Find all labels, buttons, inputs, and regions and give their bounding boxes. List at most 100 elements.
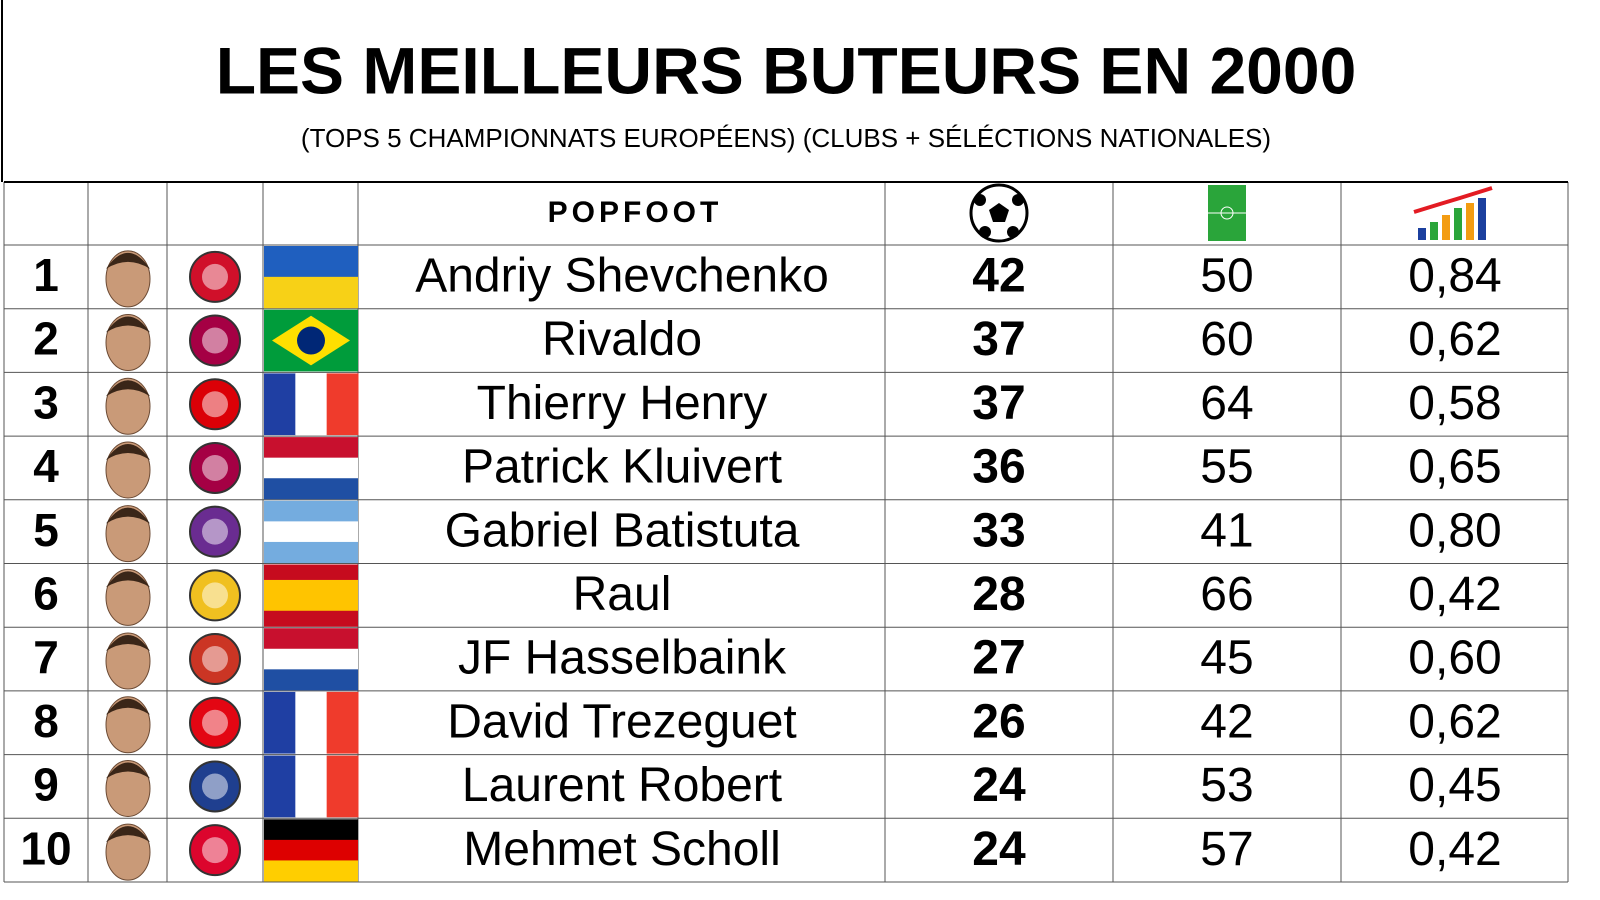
rank: 4 <box>33 440 59 492</box>
matches: 64 <box>1200 377 1253 430</box>
ratio: 0,60 <box>1408 632 1501 685</box>
club-crest-inner <box>202 518 228 545</box>
goals: 36 <box>972 441 1025 494</box>
matches: 66 <box>1200 568 1253 621</box>
player-name: Patrick Kluivert <box>462 441 782 494</box>
ratio: 0,58 <box>1408 377 1501 430</box>
ratio: 0,65 <box>1408 441 1501 494</box>
flag-stripe <box>264 564 358 581</box>
player-name: Thierry Henry <box>477 377 768 430</box>
player-photo <box>105 377 151 435</box>
flag-stripe <box>326 691 359 754</box>
flag-stripe <box>326 755 359 818</box>
rank: 8 <box>33 695 59 747</box>
flag-stripe <box>264 669 358 691</box>
rank: 6 <box>33 568 59 620</box>
player-name: Andriy Shevchenko <box>415 250 829 303</box>
player-photo <box>105 314 151 372</box>
ratio: 0,45 <box>1408 759 1501 812</box>
player-name: Rivaldo <box>542 313 702 366</box>
flag-stripe <box>264 648 358 670</box>
rank: 7 <box>33 631 59 683</box>
matches-icon <box>1208 185 1246 241</box>
player-name: Mehmet Scholl <box>463 823 780 876</box>
flag-stripe <box>295 373 328 436</box>
flag-stripe <box>264 276 358 309</box>
brand-logo: POPFOOT <box>548 196 723 229</box>
goals: 42 <box>972 250 1025 303</box>
flag-stripe <box>264 691 296 754</box>
ratio: 0,42 <box>1408 568 1501 621</box>
club-crest-inner <box>202 263 228 290</box>
matches: 50 <box>1200 250 1253 303</box>
flag-stripe <box>264 437 358 459</box>
flag-stripe <box>264 839 358 861</box>
player-name: JF Hasselbaink <box>458 632 787 685</box>
flag-stripe <box>264 373 296 436</box>
player-hair <box>106 380 150 397</box>
flag-stripe <box>264 610 358 627</box>
ratio: 0,62 <box>1408 313 1501 366</box>
player-name: Laurent Robert <box>462 759 782 812</box>
flag-stripe <box>264 579 358 596</box>
ratio: 0,84 <box>1408 250 1501 303</box>
matches: 41 <box>1200 504 1253 557</box>
goals: 37 <box>972 313 1025 366</box>
ratio: 0,42 <box>1408 823 1501 876</box>
goals-icon <box>969 183 1029 243</box>
player-hair <box>106 316 150 333</box>
goals: 33 <box>972 504 1025 557</box>
player-name: Gabriel Batistuta <box>445 504 800 557</box>
club-crest-inner <box>202 391 228 418</box>
player-photo <box>105 632 151 690</box>
matches: 55 <box>1200 441 1253 494</box>
player-photo <box>105 441 151 499</box>
club-crest-inner <box>202 582 228 609</box>
player-photo <box>105 568 151 626</box>
matches: 42 <box>1200 695 1253 748</box>
flag-stripe <box>295 691 328 754</box>
goals: 24 <box>972 823 1026 876</box>
flag-stripe <box>264 457 358 479</box>
player-hair <box>106 698 150 715</box>
club-crest-inner <box>202 773 228 800</box>
flag-stripe <box>264 521 358 543</box>
matches: 57 <box>1200 823 1253 876</box>
player-hair <box>106 635 150 652</box>
rank: 10 <box>20 822 71 874</box>
flag-stripe <box>264 819 358 841</box>
rank: 3 <box>33 376 59 428</box>
flag-stripe <box>264 755 296 818</box>
player-photo <box>105 823 151 881</box>
player-hair <box>106 826 150 843</box>
club-crest-inner <box>202 454 228 481</box>
subtitle: (TOPS 5 CHAMPIONNATS EUROPÉENS) (CLUBS +… <box>301 123 1271 153</box>
title: LES MEILLEURS BUTEURS EN 2000 <box>216 33 1357 107</box>
goals: 27 <box>972 632 1025 685</box>
player-hair <box>106 507 150 524</box>
goals: 24 <box>972 759 1026 812</box>
ratio: 0,62 <box>1408 695 1501 748</box>
flag-stripe <box>264 500 358 522</box>
flag-stripe <box>264 628 358 650</box>
rank: 5 <box>33 504 59 556</box>
matches: 45 <box>1200 632 1253 685</box>
club-crest-inner <box>202 709 228 736</box>
player-hair <box>106 762 150 779</box>
goals: 26 <box>972 695 1025 748</box>
matches: 53 <box>1200 759 1253 812</box>
flag-stripe <box>264 595 358 612</box>
player-name: Raul <box>573 568 672 621</box>
flag-stripe <box>264 860 358 882</box>
club-crest-inner <box>202 327 228 354</box>
goals: 28 <box>972 568 1025 621</box>
rank: 9 <box>33 759 59 811</box>
matches: 60 <box>1200 313 1253 366</box>
player-name: David Trezeguet <box>447 695 797 748</box>
flag-stripe <box>295 755 328 818</box>
flag-stripe <box>264 478 358 500</box>
club-crest-inner <box>202 837 228 864</box>
player-hair <box>106 443 150 460</box>
player-hair <box>106 571 150 588</box>
